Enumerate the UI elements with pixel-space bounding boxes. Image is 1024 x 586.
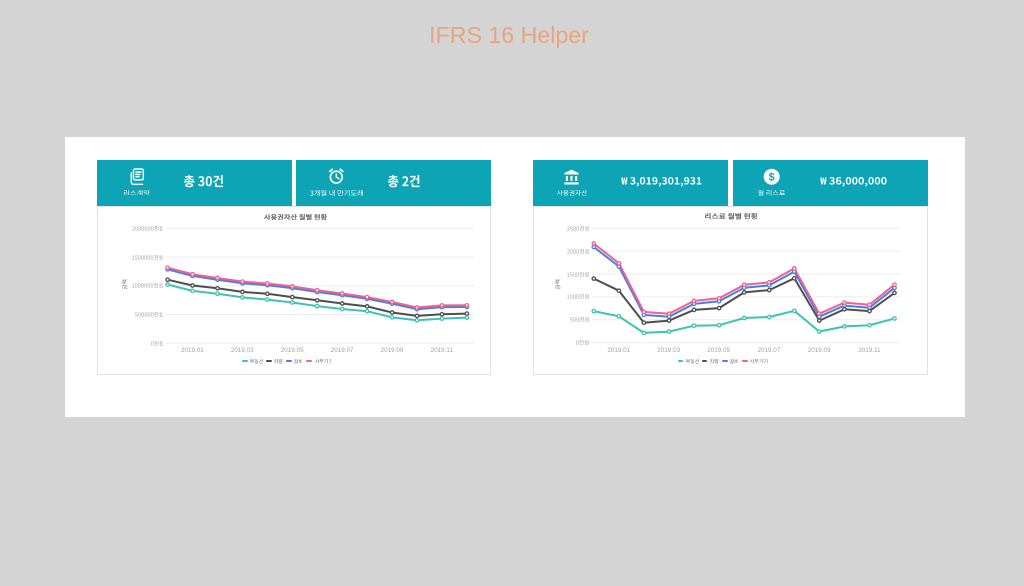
- svg-text:$: $: [769, 172, 775, 184]
